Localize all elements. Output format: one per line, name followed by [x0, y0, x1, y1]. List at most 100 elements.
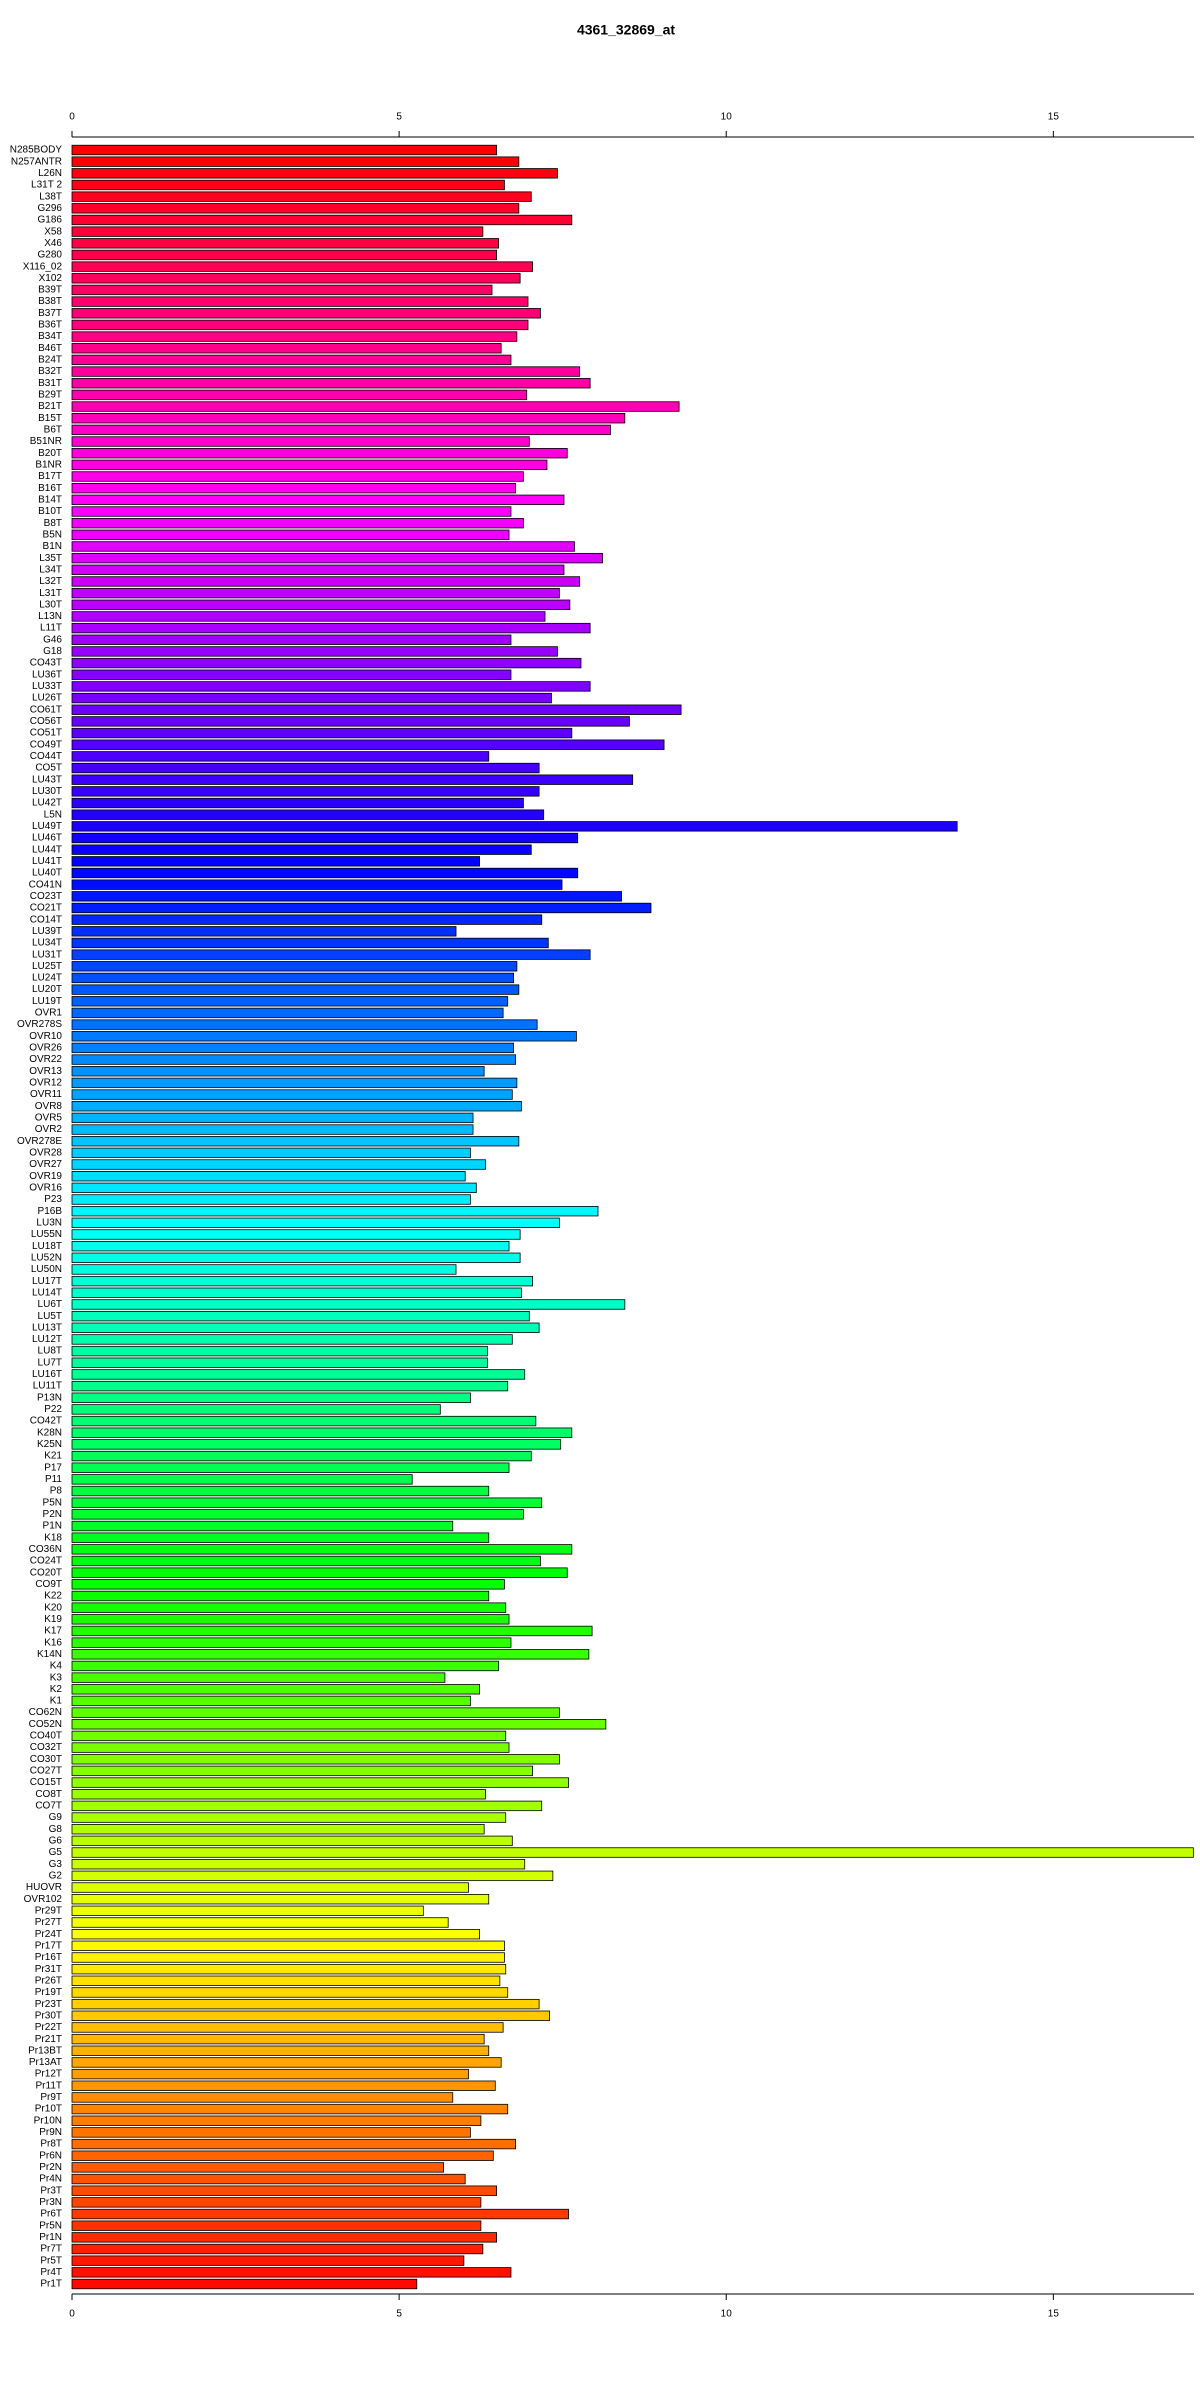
bar: [71, 1719, 607, 1730]
bar: [71, 1275, 533, 1287]
bar: [71, 1042, 515, 1054]
y-tick-label: L32T: [39, 576, 62, 587]
bar: [71, 996, 509, 1007]
bar: [71, 238, 499, 249]
y-tick-label: K3: [50, 1672, 63, 1683]
y-tick-label: G5: [49, 1847, 63, 1858]
y-tick-label: G6: [49, 1836, 63, 1847]
bar: [71, 1812, 507, 1823]
bar: [71, 1031, 577, 1042]
bar: [71, 751, 490, 762]
y-tick-label: CO27T: [30, 1766, 62, 1777]
bar: [71, 856, 480, 867]
y-tick-label: Pr5N: [39, 2220, 62, 2231]
bar: [71, 809, 545, 820]
y-tick-label: CO41N: [29, 879, 62, 890]
bar: [71, 1893, 490, 1905]
y-tick-label: LU14T: [32, 1287, 62, 1298]
bar: [71, 1380, 509, 1392]
y-tick-label: K20: [44, 1602, 62, 1613]
y-tick-label: CO44T: [30, 751, 62, 762]
bar: [71, 1859, 526, 1870]
y-tick-label: CO8T: [35, 1789, 62, 1800]
y-tick-label: B1NR: [35, 459, 62, 470]
bar: [71, 2045, 490, 2056]
y-tick-label: CO36N: [29, 1544, 62, 1555]
bar: [71, 2255, 465, 2266]
bar: [71, 2185, 497, 2196]
bar: [71, 2243, 484, 2255]
bar: [71, 1765, 533, 1777]
y-tick-label: CO9T: [35, 1579, 62, 1590]
bar: [71, 343, 502, 354]
y-tick-label: Pr3N: [39, 2197, 62, 2208]
y-tick-label: LU43T: [32, 774, 62, 785]
bar: [71, 2162, 445, 2173]
y-tick-label: Pr10N: [34, 2115, 62, 2126]
bar: [71, 1450, 532, 1462]
bar: [71, 1392, 471, 1403]
bar: [71, 296, 529, 307]
bar: [71, 494, 565, 506]
bar: [71, 1975, 501, 1986]
y-tick-label: Pr17T: [35, 1940, 62, 1951]
y-tick-label: G3: [49, 1859, 63, 1870]
bar: [71, 634, 512, 645]
bar: [71, 1427, 573, 1438]
y-tick-label: K18: [44, 1532, 62, 1543]
bar: [71, 308, 541, 319]
bar: [71, 669, 512, 680]
bar: [71, 611, 546, 622]
y-tick-label: K16: [44, 1637, 62, 1648]
y-tick-label: LU49T: [32, 821, 62, 832]
bar: [71, 1299, 626, 1310]
bar: [71, 1217, 560, 1229]
bar: [71, 774, 634, 785]
bar: [71, 319, 529, 331]
y-tick-label: CO14T: [30, 914, 62, 925]
y-tick-label: Pr3T: [40, 2185, 62, 2196]
bar: [71, 1987, 509, 1998]
bar: [71, 459, 548, 471]
bar: [71, 1497, 543, 1508]
bar: [71, 179, 505, 191]
bar: [71, 1649, 590, 1660]
bar: [71, 949, 591, 960]
bar: [71, 1555, 541, 1567]
bar: [71, 1579, 505, 1590]
bar: [71, 821, 958, 832]
y-tick-label: LU30T: [32, 786, 62, 797]
bar: [71, 1824, 485, 1835]
y-tick-label: G280: [38, 250, 63, 261]
bar: [71, 448, 568, 459]
y-tick-label: B38T: [38, 296, 62, 307]
bar: [71, 1112, 474, 1124]
bar: [71, 424, 611, 436]
bar: [71, 1171, 466, 1182]
bar: [71, 1007, 504, 1019]
bar: [71, 517, 524, 529]
bar: [71, 168, 558, 179]
bar: [71, 867, 579, 879]
bar: [71, 2115, 482, 2126]
y-tick-label: CO56T: [30, 716, 62, 727]
y-tick-label: LU33T: [32, 681, 62, 692]
y-tick-label: Pr30T: [35, 2010, 62, 2021]
bar: [71, 1287, 522, 1298]
bar: [71, 436, 530, 447]
y-tick-label: K14N: [37, 1649, 62, 1660]
bar: [71, 541, 575, 552]
bar: [71, 716, 630, 727]
bar: [71, 646, 558, 657]
bar: [71, 2232, 497, 2243]
y-tick-label: L31T 2: [31, 180, 62, 191]
y-tick-label: CO21T: [30, 903, 62, 914]
bar: [71, 692, 552, 704]
bar: [71, 1590, 490, 1602]
y-tick-label: L30T: [39, 599, 62, 610]
bar: [71, 739, 665, 750]
y-tick-label: B20T: [38, 448, 62, 459]
y-tick-label: LU34T: [32, 938, 62, 949]
y-tick-label: LU17T: [32, 1276, 62, 1287]
bar: [71, 2103, 509, 2115]
